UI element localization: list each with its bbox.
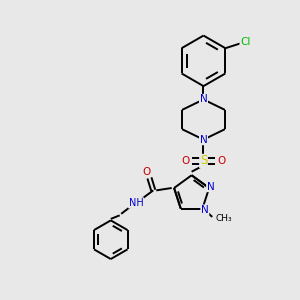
Text: N: N <box>200 94 207 104</box>
Text: Cl: Cl <box>240 37 250 47</box>
Text: S: S <box>200 154 207 167</box>
Text: O: O <box>142 167 150 177</box>
Text: O: O <box>181 156 189 166</box>
Text: O: O <box>218 156 226 166</box>
Text: N: N <box>207 182 214 191</box>
Text: CH₃: CH₃ <box>216 214 232 223</box>
Text: NH: NH <box>129 198 143 208</box>
Text: N: N <box>201 205 209 215</box>
Text: N: N <box>200 135 207 145</box>
